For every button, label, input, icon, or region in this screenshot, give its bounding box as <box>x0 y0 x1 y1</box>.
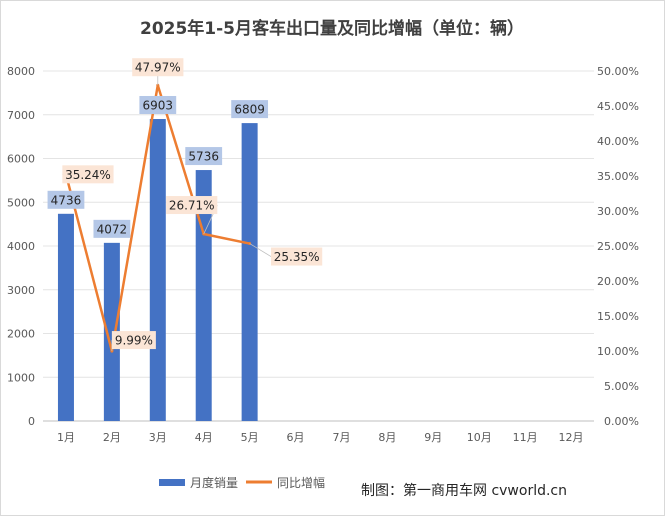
line-value-label-group: 35.24% <box>62 165 114 184</box>
bar-value-label-bg <box>47 190 85 209</box>
right-tick-label: 20.00% <box>597 275 639 288</box>
gridlines <box>43 70 594 422</box>
left-tick-label: 0 <box>28 415 35 428</box>
line-value-label-bg <box>111 331 156 350</box>
line-value-label: 25.35% <box>274 250 320 264</box>
legend: 月度销量 同比增幅 <box>159 475 325 490</box>
legend-label-line: 同比增幅 <box>277 475 325 490</box>
right-tick-label: 35.00% <box>597 170 639 183</box>
bar-value-label-group: 4736 <box>47 190 85 209</box>
left-axis-ticks: 0 1000 2000 3000 4000 5000 6000 7000 8000 <box>7 65 35 428</box>
right-tick-label: 45.00% <box>597 100 639 113</box>
left-tick-label: 3000 <box>7 284 35 297</box>
line-value-label-group: 47.97% <box>132 58 184 77</box>
bar <box>57 213 74 421</box>
x-tick-label: 9月 <box>424 431 442 444</box>
line-value-label-group: 9.99% <box>111 331 156 350</box>
bar-value-label: 6809 <box>234 103 265 117</box>
right-axis-ticks: 0.00% 5.00% 10.00% 15.00% 20.00% 25.00% 30.00%… <box>597 65 639 428</box>
bar-value-label-group: 6809 <box>231 100 269 119</box>
x-tick-label: 8月 <box>378 431 396 444</box>
right-tick-label: 0.00% <box>604 415 639 428</box>
right-tick-label: 30.00% <box>597 205 639 218</box>
line-value-label-bg <box>62 165 114 184</box>
bar-value-label: 4736 <box>51 193 82 207</box>
right-tick-label: 15.00% <box>597 310 639 323</box>
bar-value-label-bg <box>231 100 269 119</box>
x-tick-label: 10月 <box>467 431 492 444</box>
bar <box>149 118 166 422</box>
bar-value-label-group: 5736 <box>185 147 223 166</box>
bar-value-label-bg <box>93 219 131 238</box>
bar-value-label: 4072 <box>97 222 128 236</box>
line-value-label: 26.71% <box>169 199 215 213</box>
source-note: 制图：第一商用车网 cvworld.cn <box>361 482 567 499</box>
x-tick-label: 1月 <box>57 431 75 444</box>
bar-value-label: 6903 <box>143 98 174 112</box>
right-tick-label: 40.00% <box>597 135 639 148</box>
bar <box>241 123 258 421</box>
bar-value-label-group: 4072 <box>93 219 131 238</box>
bar-value-label-group: 6903 <box>139 95 177 114</box>
x-tick-label: 12月 <box>559 431 584 444</box>
line-value-label: 47.97% <box>135 61 181 75</box>
left-tick-label: 5000 <box>7 196 35 209</box>
x-tick-label: 6月 <box>287 431 305 444</box>
line-value-label-bg <box>166 196 218 215</box>
bar-series <box>57 118 258 422</box>
x-tick-label: 3月 <box>149 431 167 444</box>
left-tick-label: 1000 <box>7 371 35 384</box>
right-tick-label: 5.00% <box>604 380 639 393</box>
right-tick-label: 10.00% <box>597 345 639 358</box>
right-tick-label: 50.00% <box>597 65 639 78</box>
line-value-label-bg <box>132 58 184 77</box>
line-value-label-group: 25.35% <box>271 247 323 266</box>
line-value-label-group: 26.71% <box>166 196 218 215</box>
line-value-label-bg <box>271 247 323 266</box>
legend-label-bar: 月度销量 <box>190 475 238 490</box>
x-axis-ticks: 1月 2月 3月 4月 5月 6月 7月 8月 9月 10月 11月 12月 <box>57 431 584 444</box>
legend-swatch-bar <box>159 479 185 486</box>
chart-title: 2025年1-5月客车出口量及同比增幅（单位：辆） <box>140 18 524 39</box>
x-tick-label: 11月 <box>513 431 538 444</box>
right-tick-label: 25.00% <box>597 240 639 253</box>
line-value-label: 9.99% <box>115 334 153 348</box>
bar-value-label: 5736 <box>188 150 219 164</box>
x-tick-label: 7月 <box>332 431 350 444</box>
bar-value-label-bg <box>185 147 223 166</box>
left-tick-label: 6000 <box>7 153 35 166</box>
left-tick-label: 7000 <box>7 109 35 122</box>
data-labels: 4736 4072 6903 5736 6809 35.24% 9.99% 47.97% 26.… <box>47 58 323 352</box>
line-label-leader <box>249 243 272 257</box>
left-tick-label: 8000 <box>7 65 35 78</box>
left-tick-label: 2000 <box>7 328 35 341</box>
bar <box>195 170 212 421</box>
x-tick-label: 2月 <box>103 431 121 444</box>
left-tick-label: 4000 <box>7 240 35 253</box>
x-tick-label: 4月 <box>195 431 213 444</box>
x-tick-label: 5月 <box>241 431 259 444</box>
bar-value-label-bg <box>139 95 177 114</box>
line-value-label: 35.24% <box>65 168 111 182</box>
